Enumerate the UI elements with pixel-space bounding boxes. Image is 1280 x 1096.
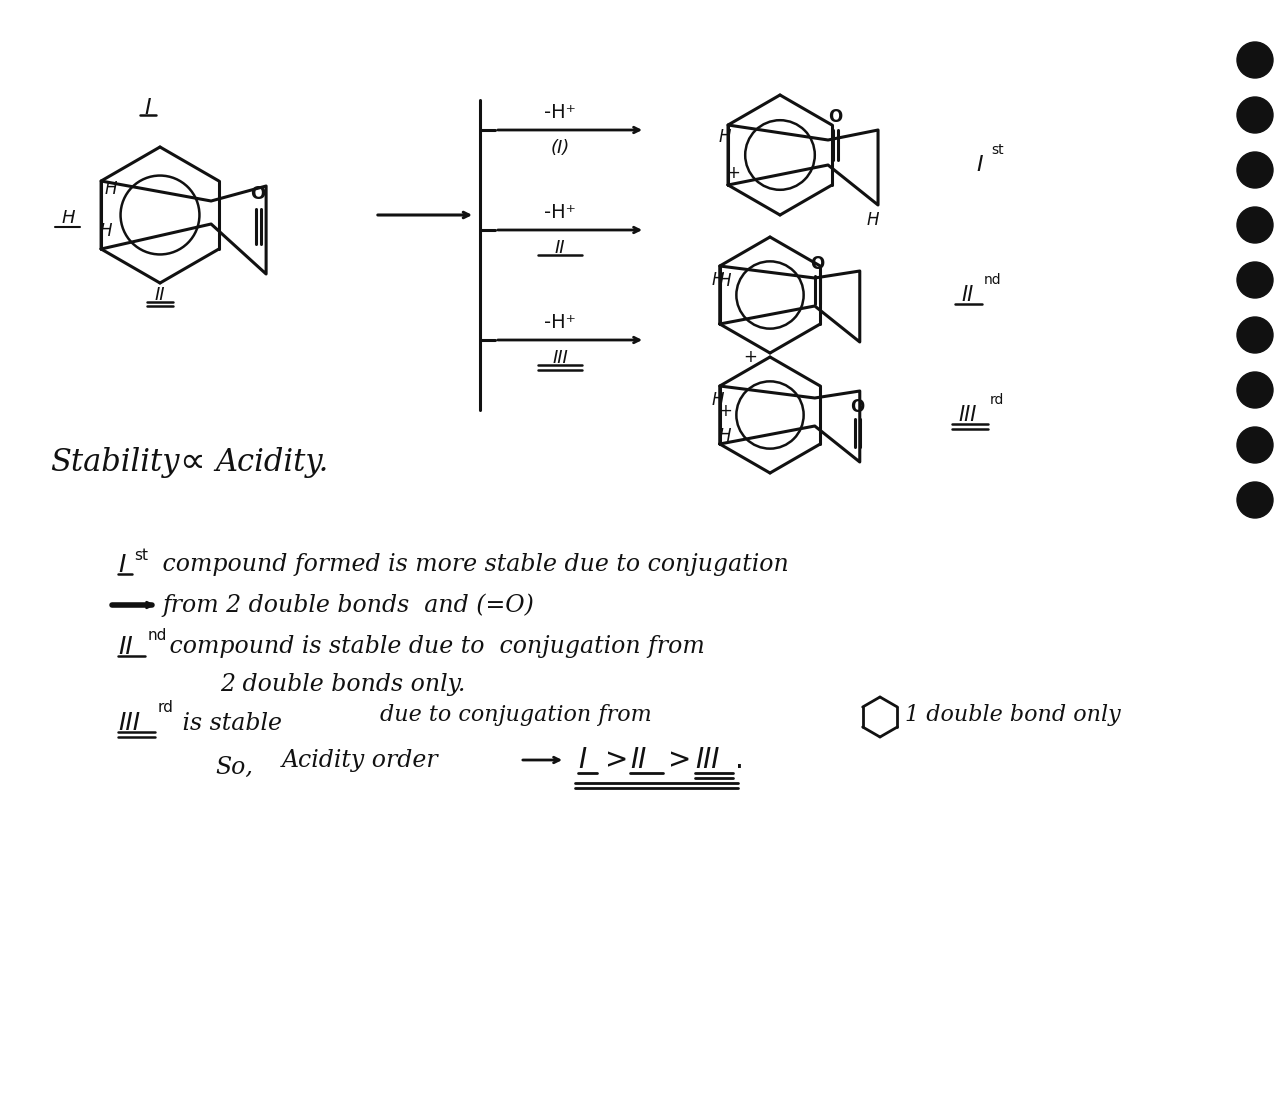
- Text: compound formed is more stable due to conjugation: compound formed is more stable due to co…: [155, 553, 788, 576]
- Text: Stability: Stability: [50, 446, 179, 478]
- Text: O: O: [810, 255, 824, 273]
- Text: (I): (I): [550, 139, 570, 157]
- Circle shape: [1236, 42, 1274, 78]
- Text: +: +: [726, 164, 740, 182]
- Text: H: H: [712, 271, 724, 289]
- Text: rd: rd: [157, 700, 174, 716]
- Text: 1 double bond only: 1 double bond only: [905, 704, 1121, 726]
- Circle shape: [1236, 98, 1274, 133]
- Text: II: II: [554, 239, 566, 256]
- Text: st: st: [991, 142, 1004, 157]
- Text: H: H: [712, 391, 724, 409]
- Text: >: >: [668, 746, 691, 774]
- Text: O: O: [850, 398, 864, 416]
- Text: O: O: [828, 109, 842, 126]
- Text: +: +: [744, 349, 756, 366]
- Text: H: H: [105, 180, 118, 198]
- Text: III: III: [959, 406, 977, 425]
- Text: due to conjugation from: due to conjugation from: [380, 704, 652, 726]
- Text: Acidity order: Acidity order: [282, 749, 439, 772]
- Circle shape: [1236, 317, 1274, 353]
- Text: st: st: [134, 548, 148, 563]
- Text: III: III: [695, 746, 719, 774]
- Text: H: H: [867, 212, 879, 229]
- Text: H: H: [61, 209, 74, 227]
- Circle shape: [1236, 152, 1274, 189]
- Text: 2 double bonds only.: 2 double bonds only.: [220, 674, 466, 696]
- Circle shape: [1236, 482, 1274, 518]
- Circle shape: [1236, 427, 1274, 463]
- Text: .: .: [735, 746, 744, 774]
- Text: -H⁺: -H⁺: [544, 103, 576, 122]
- Text: II: II: [630, 746, 646, 774]
- Text: I: I: [118, 553, 125, 576]
- Text: Acidity.: Acidity.: [215, 446, 329, 478]
- Text: nd: nd: [148, 628, 168, 642]
- Text: >: >: [605, 746, 628, 774]
- Text: H: H: [719, 128, 731, 146]
- Text: II: II: [155, 286, 165, 304]
- Text: is stable: is stable: [175, 711, 282, 734]
- Text: I: I: [579, 746, 586, 774]
- Text: +: +: [718, 402, 732, 420]
- Text: -H⁺: -H⁺: [544, 312, 576, 331]
- Text: So,: So,: [215, 755, 253, 778]
- Circle shape: [1236, 207, 1274, 243]
- Text: H: H: [718, 427, 731, 445]
- Text: O: O: [251, 185, 266, 203]
- Circle shape: [1236, 372, 1274, 408]
- Text: III: III: [118, 711, 140, 735]
- Text: compound is stable due to  conjugation from: compound is stable due to conjugation fr…: [163, 636, 705, 659]
- Text: H: H: [100, 222, 113, 240]
- Text: I: I: [145, 98, 151, 118]
- Text: H: H: [718, 272, 731, 290]
- Text: II: II: [961, 285, 974, 305]
- Text: ∝: ∝: [179, 445, 205, 479]
- Circle shape: [1236, 262, 1274, 298]
- Text: from 2 double bonds  and (=O): from 2 double bonds and (=O): [163, 593, 534, 617]
- Text: III: III: [552, 349, 568, 367]
- Text: I: I: [977, 155, 983, 175]
- Text: II: II: [118, 635, 133, 659]
- Text: rd: rd: [989, 393, 1005, 407]
- Text: -H⁺: -H⁺: [544, 203, 576, 221]
- Text: nd: nd: [984, 273, 1002, 287]
